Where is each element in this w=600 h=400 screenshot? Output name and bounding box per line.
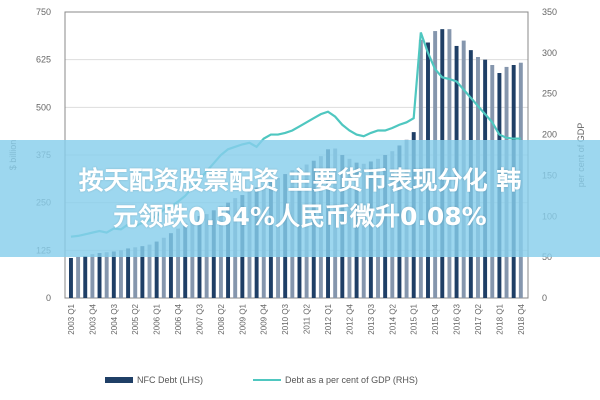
- bar-nfc-debt: [161, 237, 166, 298]
- bar-nfc-debt: [97, 253, 102, 298]
- bar-nfc-debt: [111, 251, 116, 298]
- x-tick-label: 2003 Q1: [67, 303, 76, 334]
- bar-nfc-debt: [176, 228, 181, 298]
- x-tick-label: 2018 Q1: [495, 303, 504, 334]
- legend-label: Debt as a per cent of GDP (RHS): [285, 375, 418, 385]
- x-tick-label: 2015 Q4: [431, 303, 440, 334]
- bar-nfc-debt: [154, 241, 159, 298]
- legend-item-nfc-debt: NFC Debt (LHS): [105, 375, 203, 385]
- y-tick-left: 625: [36, 55, 51, 65]
- x-tick-label: 2014 Q2: [388, 303, 397, 334]
- bar-nfc-debt: [140, 246, 145, 298]
- y-tick-right: 250: [542, 89, 557, 99]
- x-tick-label: 2017 Q2: [474, 303, 483, 334]
- x-tick-label: 2008 Q2: [217, 303, 226, 334]
- headline-text: 按天配资股票配资 主要货币表现分化 韩元领跌0.54%人民币微升0.08%: [78, 165, 522, 231]
- bar-nfc-debt: [147, 244, 152, 298]
- x-tick-label: 2006 Q4: [174, 303, 183, 334]
- x-tick-label: 2006 Q1: [153, 303, 162, 334]
- x-tick-label: 2004 Q3: [110, 303, 119, 334]
- x-tick-label: 2009 Q4: [260, 303, 269, 334]
- x-tick-label: 2012 Q4: [345, 303, 354, 334]
- bar-nfc-debt: [118, 250, 123, 298]
- x-tick-label: 2011 Q2: [303, 303, 312, 334]
- x-tick-label: 2018 Q4: [517, 303, 526, 334]
- x-tick-label: 2016 Q3: [453, 303, 462, 334]
- bar-nfc-debt: [90, 254, 95, 298]
- x-tick-label: 2007 Q3: [195, 303, 204, 334]
- y-tick-right: 350: [542, 7, 557, 17]
- bar-nfc-debt: [183, 223, 188, 298]
- x-tick-label: 2012 Q1: [324, 303, 333, 334]
- legend-label: NFC Debt (LHS): [137, 375, 204, 385]
- x-tick-label: 2010 Q3: [281, 303, 290, 334]
- y-tick-left: 750: [36, 7, 51, 17]
- x-tick-label: 2009 Q1: [238, 303, 247, 334]
- x-tick-label: 2015 Q1: [410, 303, 419, 334]
- x-tick-label: 2005 Q2: [131, 303, 140, 334]
- bar-nfc-debt: [190, 219, 195, 298]
- bar-nfc-debt: [168, 233, 173, 298]
- legend-item-debt-gdp: Debt as a per cent of GDP (RHS): [253, 375, 418, 385]
- y-tick-right: 200: [542, 130, 557, 140]
- y-tick-left: 0: [46, 293, 51, 303]
- bar-nfc-debt: [69, 257, 73, 298]
- legend: NFC Debt (LHS) Debt as a per cent of GDP…: [105, 375, 418, 385]
- bar-nfc-debt: [104, 252, 109, 298]
- x-tick-label: 2013 Q3: [367, 303, 376, 334]
- y-tick-right: 300: [542, 48, 557, 58]
- headline-banner: 按天配资股票配资 主要货币表现分化 韩元领跌0.54%人民币微升0.08%: [0, 140, 600, 257]
- y-tick-left: 500: [36, 102, 51, 112]
- bar-nfc-debt: [126, 248, 131, 298]
- bar-nfc-debt: [197, 216, 202, 298]
- y-tick-right: 0: [542, 293, 547, 303]
- bar-nfc-debt: [83, 256, 88, 298]
- bar-nfc-debt: [76, 256, 81, 298]
- y-tick-right: 50: [542, 252, 552, 262]
- x-tick-label: 2003 Q4: [88, 303, 97, 334]
- legend-line-swatch: [253, 379, 282, 381]
- legend-bar-swatch: [105, 377, 133, 383]
- bar-nfc-debt: [133, 247, 138, 298]
